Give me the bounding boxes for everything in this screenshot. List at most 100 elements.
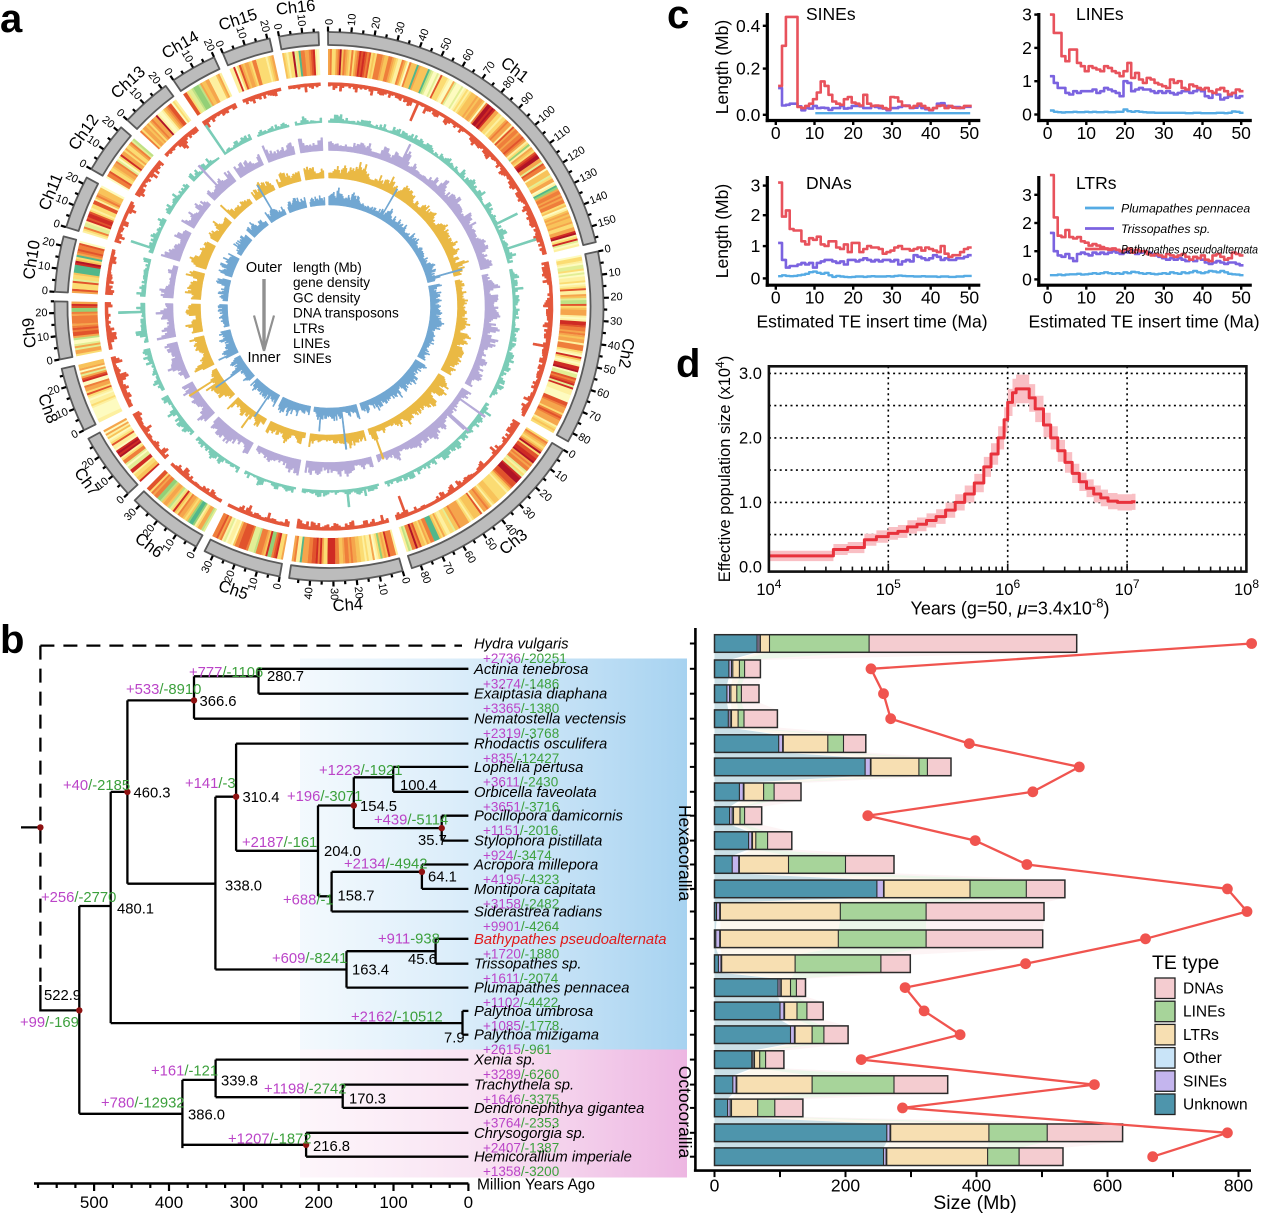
svg-text:10: 10 [54,406,70,422]
svg-text:LTRs: LTRs [1076,173,1117,193]
svg-text:20: 20 [610,291,623,303]
svg-text:20: 20 [352,586,365,599]
svg-text:+161/-121: +161/-121 [151,1064,218,1080]
svg-text:40: 40 [921,288,941,308]
svg-text:20: 20 [222,569,237,585]
svg-text:3: 3 [751,176,761,196]
svg-text:0: 0 [271,582,284,590]
svg-text:+4195/-4323: +4195/-4323 [483,872,559,887]
svg-text:Acropora millepora: Acropora millepora [473,858,598,874]
svg-text:Palythoa mizigama: Palythoa mizigama [474,1028,599,1044]
svg-text:+9901/-4264: +9901/-4264 [483,919,560,934]
svg-text:10: 10 [160,537,177,554]
svg-text:80: 80 [418,570,433,586]
svg-text:35.7: 35.7 [418,833,447,849]
svg-text:Montipora capitata: Montipora capitata [474,882,596,898]
svg-text:386.0: 386.0 [188,1108,225,1124]
svg-text:+3274/-1486: +3274/-1486 [483,676,559,691]
svg-text:0: 0 [1043,123,1053,143]
svg-text:Inner: Inner [247,350,280,366]
svg-text:20: 20 [46,383,61,398]
svg-text:310.4: 310.4 [243,790,280,806]
svg-text:TE type: TE type [1152,952,1219,974]
svg-text:500: 500 [80,1193,108,1212]
svg-text:70: 70 [587,409,603,425]
svg-text:+835/-12427: +835/-12427 [483,751,559,766]
svg-text:Ch16: Ch16 [275,0,316,19]
svg-text:0: 0 [604,243,612,256]
svg-text:Nematostella vectensis: Nematostella vectensis [474,712,627,728]
svg-text:20: 20 [1115,123,1135,143]
svg-text:Chrysogorgia sp.: Chrysogorgia sp. [474,1126,586,1142]
svg-text:10: 10 [805,123,825,143]
svg-text:+2407/-1387: +2407/-1387 [483,1140,559,1155]
svg-text:+2134/-4942: +2134/-4942 [344,857,428,873]
svg-text:45.6: 45.6 [408,952,437,968]
svg-text:200: 200 [831,1176,860,1196]
svg-text:40: 40 [1193,123,1213,143]
svg-text:+777/-1106: +777/-1106 [189,665,263,681]
svg-text:20: 20 [146,70,163,87]
svg-text:0.4: 0.4 [736,16,761,36]
svg-text:Plumapathes pennacea: Plumapathes pennacea [1121,202,1250,216]
svg-text:1.0: 1.0 [739,494,762,512]
svg-text:10: 10 [294,14,307,27]
svg-text:280.7: 280.7 [267,669,304,685]
svg-text:+1646/-3375: +1646/-3375 [483,1092,559,1107]
svg-text:50: 50 [602,363,617,377]
svg-text:+3289/-6260: +3289/-6260 [483,1067,559,1082]
svg-text:+99/-169: +99/-169 [20,1015,79,1031]
svg-text:0: 0 [322,19,334,25]
svg-text:LINEs: LINEs [293,336,330,351]
svg-text:0: 0 [464,1193,473,1212]
svg-text:200: 200 [305,1193,333,1212]
svg-text:DNA transposons: DNA transposons [293,306,399,321]
svg-text:1: 1 [751,236,761,256]
svg-text:80: 80 [576,431,592,447]
svg-text:c: c [667,0,689,37]
svg-text:0: 0 [399,576,412,585]
svg-text:DNAs: DNAs [806,173,852,193]
svg-text:70: 70 [440,560,456,576]
svg-text:+1358/-3200: +1358/-3200 [483,1164,559,1179]
svg-text:30: 30 [882,288,902,308]
svg-text:50: 50 [960,288,980,308]
svg-text:64.1: 64.1 [428,870,457,886]
svg-text:0: 0 [77,157,88,170]
svg-text:0: 0 [212,39,225,49]
svg-text:SINEs: SINEs [1183,1073,1227,1090]
svg-text:Exaiptasia diaphana: Exaiptasia diaphana [474,687,607,703]
svg-text:Octocorallia: Octocorallia [675,1066,695,1159]
svg-text:Outer: Outer [246,260,282,276]
svg-text:Trissopathes sp.: Trissopathes sp. [1121,222,1210,236]
svg-text:Pocillopora damicornis: Pocillopora damicornis [474,809,623,825]
svg-text:Ch2: Ch2 [615,337,637,370]
svg-text:DNAs: DNAs [1183,981,1224,998]
svg-text:50: 50 [960,123,980,143]
svg-text:+2319/-3768: +2319/-3768 [483,726,559,741]
svg-text:30: 30 [1154,288,1174,308]
svg-text:gene density: gene density [293,275,370,290]
svg-text:10: 10 [37,260,51,274]
svg-text:40: 40 [416,27,431,43]
svg-text:0: 0 [1043,288,1053,308]
svg-text:10: 10 [375,582,389,596]
svg-text:150: 150 [596,213,617,230]
svg-text:1: 1 [1022,241,1032,261]
svg-text:a: a [0,0,23,41]
svg-text:7.9: 7.9 [444,1031,465,1047]
svg-text:+609/-8241: +609/-8241 [272,951,347,967]
svg-text:+1085/-1778: +1085/-1778 [483,1018,559,1033]
svg-text:10: 10 [1077,123,1097,143]
svg-text:20: 20 [141,522,158,539]
svg-text:Ch4: Ch4 [332,595,363,615]
svg-text:Estimated TE insert time (Ma): Estimated TE insert time (Ma) [756,312,987,332]
svg-text:80: 80 [501,74,518,91]
svg-text:2: 2 [751,205,761,225]
svg-text:522.9: 522.9 [44,988,81,1004]
svg-text:300: 300 [230,1193,258,1212]
svg-text:Size (Mb): Size (Mb) [933,1192,1016,1214]
svg-text:460.3: 460.3 [134,786,171,802]
svg-text:60: 60 [595,386,610,401]
svg-text:400: 400 [155,1193,183,1212]
